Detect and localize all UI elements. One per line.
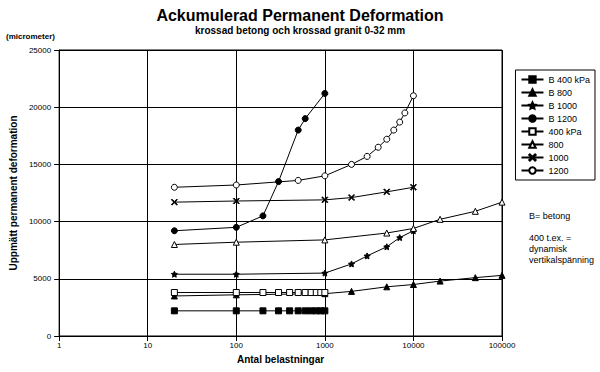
svg-text:B= betong: B= betong (529, 211, 570, 221)
svg-text:800: 800 (548, 140, 563, 150)
svg-text:100: 100 (230, 341, 244, 350)
svg-text:0: 0 (47, 332, 52, 341)
svg-text:25000: 25000 (29, 46, 52, 55)
svg-text:Uppmätt permanent deformation: Uppmätt permanent deformation (8, 115, 19, 270)
svg-text:10000: 10000 (29, 217, 52, 226)
svg-text:400 t.ex. =: 400 t.ex. = (529, 233, 571, 243)
svg-text:10: 10 (143, 341, 152, 350)
svg-text:dynamisk: dynamisk (529, 244, 568, 254)
svg-text:vertikalspänning: vertikalspänning (529, 255, 594, 265)
svg-text:B 800: B 800 (548, 88, 572, 98)
svg-text:1: 1 (57, 341, 62, 350)
svg-text:5000: 5000 (33, 274, 51, 283)
svg-text:10000: 10000 (402, 341, 425, 350)
svg-text:krossad betong och krossad gra: krossad betong och krossad granit 0-32 m… (195, 25, 405, 36)
svg-text:400 kPa: 400 kPa (548, 127, 581, 137)
svg-text:20000: 20000 (29, 103, 52, 112)
svg-text:B 1000: B 1000 (548, 101, 577, 111)
svg-text:1000: 1000 (316, 341, 334, 350)
svg-text:100000: 100000 (489, 341, 516, 350)
svg-text:B 1200: B 1200 (548, 114, 577, 124)
svg-text:1200: 1200 (548, 166, 568, 176)
svg-text:(micrometer): (micrometer) (6, 32, 55, 41)
svg-text:B 400 kPa: B 400 kPa (548, 75, 590, 85)
svg-text:Ackumulerad Permanent Deformat: Ackumulerad Permanent Deformation (156, 7, 443, 24)
svg-text:Antal belastningar: Antal belastningar (237, 354, 324, 365)
svg-text:15000: 15000 (29, 160, 52, 169)
svg-text:1000: 1000 (548, 153, 568, 163)
